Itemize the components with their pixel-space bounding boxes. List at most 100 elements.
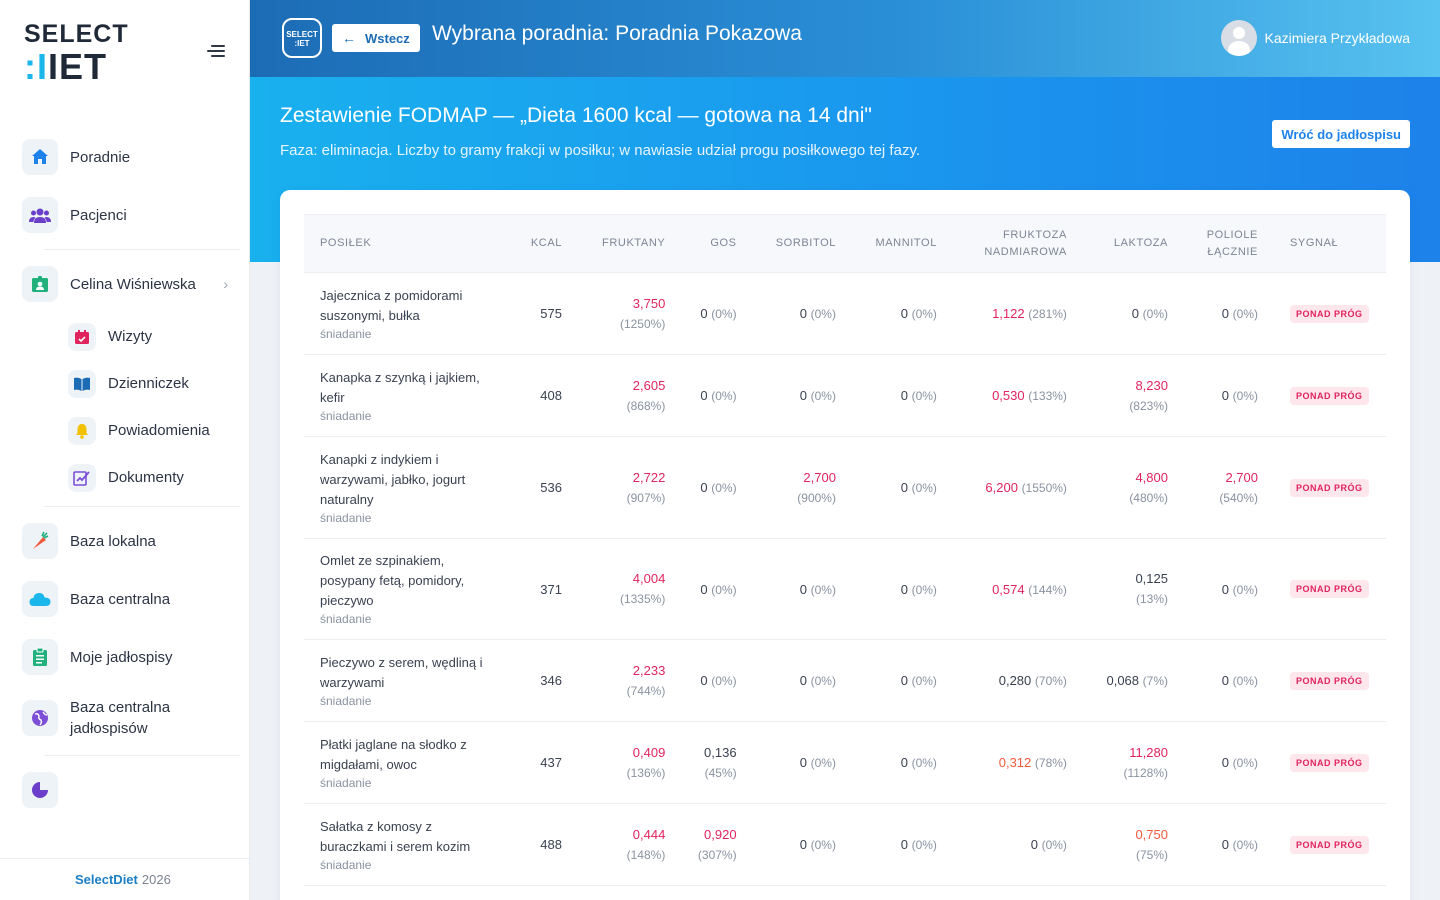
fodmap-threshold-pct: (0%) [810,389,836,403]
fodmap-threshold-pct: (0%) [711,307,737,321]
meal-type: śniadanie [320,612,372,626]
table-row[interactable]: Kanapka z szynką i jajkiem, kefir śniadan… [304,354,1386,437]
fodmap-threshold-pct: (0%) [911,838,937,852]
sidebar-subitem-dzienniczek[interactable]: Dzienniczek [22,360,232,407]
back-button[interactable]: ← Wstecz [332,24,420,52]
fodmap-value-cell: 2,233 (744%) [570,639,674,722]
fodmap-threshold-pct: (0%) [911,674,937,688]
fodmap-grams: 0 [900,581,908,597]
sidebar-item-pacjenci[interactable]: Pacjenci [22,186,232,244]
fodmap-grams: 0 [700,388,708,403]
app-logo[interactable]: SELECT :IIET [24,22,128,85]
fodmap-grams: 0 [900,673,908,688]
fodmap-grams: 0 [1221,388,1230,403]
sidebar-item-poradnie[interactable]: Poradnie [22,128,232,186]
fodmap-value-cell: 0 (0%) [673,272,745,355]
fodmap-grams: 0 [799,306,807,321]
meal-name: Kanapka z szynką i jajkiem, kefir [320,369,480,405]
fodmap-grams: 0,125 [1135,571,1168,586]
fodmap-threshold-pct: (0%) [711,582,737,597]
signal-cell: PONAD PRÓG [1266,721,1386,804]
footer-brand: SelectDiet [75,872,138,887]
fodmap-grams: 0,444 [632,826,666,842]
menu-toggle-button[interactable] [207,45,225,59]
sidebar-nav: Poradnie Pacjenci Celina Wiśniewska › Wi… [22,128,240,819]
fodmap-value-cell: 0 (0%) [843,272,945,355]
meal-cell: Płatki jaglane na słodko z migdałami, ow… [304,721,504,804]
sidebar-subitem-powiadomienia[interactable]: Powiadomienia [22,407,232,454]
fodmap-value-cell: 0 (0%) [843,538,945,640]
fodmap-value-cell: 11,280 (1128%) [1074,721,1176,804]
fodmap-value-cell: 4,800 (480%) [1074,436,1176,539]
fodmap-threshold-pct: (0%) [810,756,836,770]
column-header-lactose: LAKTOZA [1074,214,1176,273]
meal-type: śniadanie [320,510,372,525]
table-body: Jajecznica z pomidorami suszonymi, bułka… [304,272,1386,886]
sidebar-item-partial[interactable] [22,761,232,819]
fodmap-grams: 0,280 [998,673,1032,688]
fodmap-grams: 2,700 [1225,469,1258,485]
sidebar-item-moje-jadlospisy[interactable]: Moje jadłospisy [22,628,232,686]
carrot-icon [22,523,58,559]
sidebar-item-baza-lokalna[interactable]: Baza lokalna [22,512,232,570]
table-row[interactable]: Jajecznica z pomidorami suszonymi, bułka… [304,272,1386,355]
fodmap-grams: 0 [799,837,807,852]
kcal-cell: 488 [504,803,570,886]
sidebar-item-baza-centralna[interactable]: Baza centralna [22,570,232,628]
fodmap-value-cell: 0 (0%) [843,354,945,437]
fodmap-threshold-pct: (0%) [810,307,836,321]
status-badge: PONAD PRÓG [1290,835,1369,854]
sidebar-item-baza-centralna-jadlospisow[interactable]: Baza centralna jadłospisów [22,686,232,750]
fodmap-threshold-pct: (907%) [626,490,666,505]
fodmap-value-cell: 0 (0%) [1176,639,1266,722]
signal-cell: PONAD PRÓG [1266,354,1386,437]
status-badge: PONAD PRÓG [1290,580,1369,598]
user-menu[interactable]: Kazimiera Przykładowa [1220,20,1411,56]
calendar-icon [68,322,96,351]
back-to-menu-button[interactable]: Wróć do jadłospisu [1272,120,1410,148]
column-header-gos: GOS [673,214,745,273]
fodmap-threshold-pct: (868%) [626,398,666,413]
fodmap-threshold-pct: (78%) [1034,756,1067,770]
meal-type: śniadanie [320,693,372,708]
fodmap-value-cell: 4,004 (1335%) [570,538,674,640]
fodmap-grams: 0 [1221,581,1230,597]
fodmap-grams: 8,230 [1135,377,1168,393]
users-icon [22,197,58,233]
fodmap-grams: 0,574 [992,581,1025,597]
table-row[interactable]: Pieczywo z serem, wędliną i warzywami śni… [304,639,1386,722]
column-header-polyols: POLIOLE ŁĄCZNIE [1176,214,1266,273]
fodmap-grams: 0 [1131,306,1140,321]
meal-name: Pieczywo z serem, wędliną i warzywami [320,654,483,690]
meal-cell: Kanapka z szynką i jajkiem, kefir śniadan… [304,354,504,437]
table-row[interactable]: Omlet ze szpinakiem, posypany fetą, pomi… [304,538,1386,640]
fodmap-threshold-pct: (0%) [1232,838,1258,852]
topbar-logo[interactable]: SELECT :IET [282,18,322,58]
sidebar-subitem-dokumenty[interactable]: Dokumenty [22,454,232,501]
fodmap-value-cell: 0 (0%) [843,639,945,722]
fodmap-grams: 0 [1221,673,1230,688]
sidebar-item-label: Celina Wiśniewska [70,275,196,293]
fodmap-value-cell: 0 (0%) [744,354,844,437]
fodmap-value-cell: 0,125 (13%) [1074,538,1176,640]
arrow-left-icon: ← [342,30,356,46]
fodmap-grams: 2,605 [632,377,666,393]
fodmap-threshold-pct: (0%) [1232,307,1258,321]
fodmap-value-cell: 3,750 (1250%) [570,272,674,355]
sidebar-subitem-wizyty[interactable]: Wizyty [22,313,232,360]
table-row[interactable]: Płatki jaglane na słodko z migdałami, ow… [304,721,1386,804]
table-row[interactable]: Sałatka z komosy z buraczkami i serem ko… [304,803,1386,886]
fodmap-grams: 0 [900,837,908,852]
meal-cell: Jajecznica z pomidorami suszonymi, bułka… [304,272,504,355]
fodmap-threshold-pct: (75%) [1135,847,1168,862]
sidebar-item-patient[interactable]: Celina Wiśniewska › [22,255,232,313]
sidebar-item-label: Moje jadłospisy [70,648,173,666]
user-name: Kazimiera Przykładowa [1264,30,1411,46]
fodmap-value-cell: 0 (0%) [744,272,844,355]
kcal-cell: 536 [504,436,570,539]
cloud-icon [22,581,58,617]
sidebar-item-label: Baza lokalna [70,532,156,550]
table-row[interactable]: Kanapki z indykiem i warzywami, jabłko, … [304,436,1386,539]
fodmap-grams: 0 [1221,837,1230,852]
fodmap-value-cell: 0 (0%) [673,354,745,437]
